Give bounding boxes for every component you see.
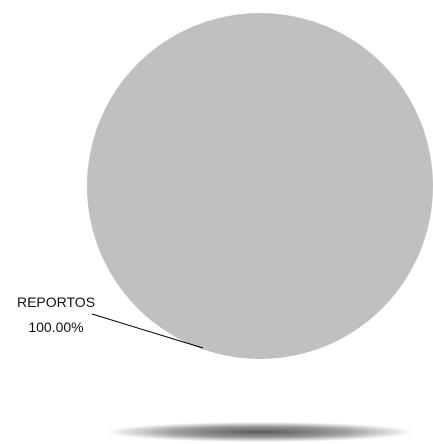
- pie-slice-reportos: [87, 13, 433, 359]
- slice-label-percent: 100.00%: [28, 319, 83, 335]
- pie-slices: [87, 13, 433, 359]
- pie-shadow: [106, 422, 414, 442]
- slice-label-category: REPORTOS: [17, 294, 95, 310]
- slice-leader-line: [91, 313, 204, 349]
